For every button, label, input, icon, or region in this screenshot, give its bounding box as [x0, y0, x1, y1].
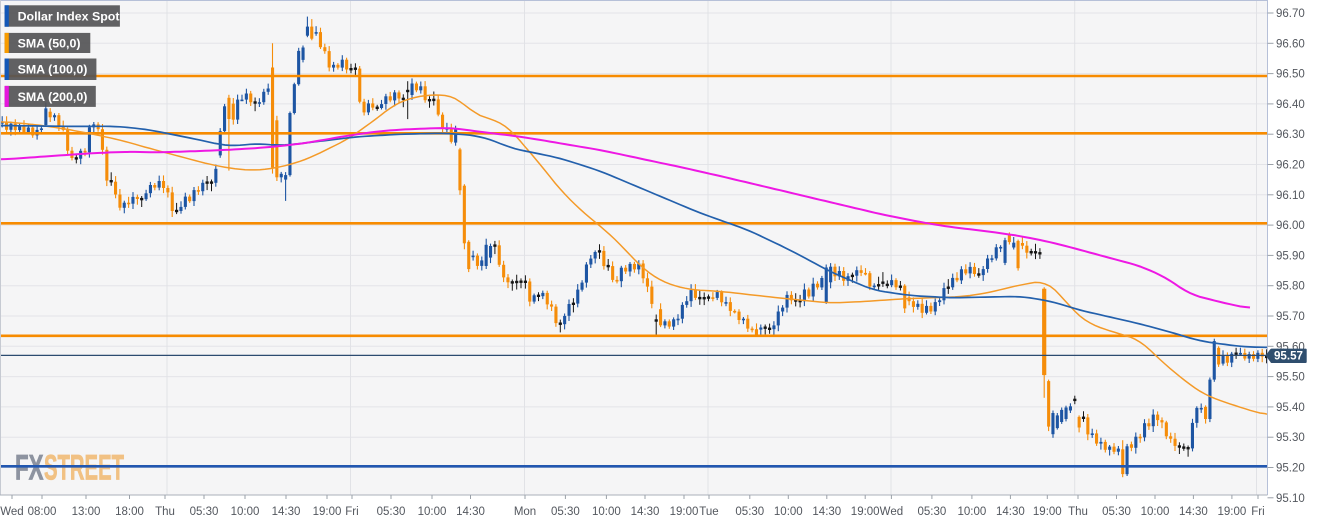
svg-text:19:00: 19:00 [313, 506, 342, 518]
svg-text:10:00: 10:00 [231, 506, 260, 518]
svg-text:95.80: 95.80 [1276, 281, 1305, 293]
svg-text:96.00: 96.00 [1276, 220, 1305, 232]
svg-text:19:00: 19:00 [670, 506, 699, 518]
svg-text:95.40: 95.40 [1276, 402, 1305, 414]
svg-text:96.50: 96.50 [1276, 69, 1305, 81]
svg-text:95.50: 95.50 [1276, 372, 1305, 384]
svg-text:SMA (100,0): SMA (100,0) [18, 63, 88, 77]
svg-text:14:30: 14:30 [456, 506, 485, 518]
svg-text:SMA (50,0): SMA (50,0) [18, 36, 81, 50]
svg-text:SMA (200,0): SMA (200,0) [18, 90, 88, 104]
svg-text:Mon: Mon [514, 506, 536, 518]
svg-text:14:30: 14:30 [272, 506, 301, 518]
svg-text:Tue: Tue [699, 506, 718, 518]
svg-text:05:30: 05:30 [918, 506, 947, 518]
svg-text:05:30: 05:30 [735, 506, 764, 518]
svg-text:13:00: 13:00 [72, 506, 101, 518]
svg-text:19:00: 19:00 [851, 506, 880, 518]
svg-text:Fri: Fri [1251, 506, 1264, 518]
svg-text:96.40: 96.40 [1276, 99, 1305, 111]
svg-text:19:00: 19:00 [1033, 506, 1062, 518]
svg-text:96.60: 96.60 [1276, 38, 1305, 50]
svg-text:10:00: 10:00 [1141, 506, 1170, 518]
svg-text:Thu: Thu [1068, 506, 1088, 518]
svg-text:95.90: 95.90 [1276, 250, 1305, 262]
svg-text:Dollar Index Spot: Dollar Index Spot [18, 10, 120, 24]
svg-text:96.20: 96.20 [1276, 160, 1305, 172]
svg-text:95.70: 95.70 [1276, 311, 1305, 323]
svg-text:95.57: 95.57 [1274, 350, 1303, 363]
svg-text:05:30: 05:30 [551, 506, 580, 518]
svg-text:10:00: 10:00 [418, 506, 447, 518]
svg-text:05:30: 05:30 [190, 506, 219, 518]
svg-text:14:30: 14:30 [631, 506, 660, 518]
svg-text:10:00: 10:00 [958, 506, 987, 518]
svg-text:08:00: 08:00 [28, 506, 57, 518]
svg-text:Thu: Thu [155, 506, 175, 518]
svg-text:Wed: Wed [0, 506, 23, 518]
svg-text:14:30: 14:30 [812, 506, 841, 518]
svg-text:Fri: Fri [345, 506, 358, 518]
svg-text:95.30: 95.30 [1276, 432, 1305, 444]
svg-text:10:00: 10:00 [774, 506, 803, 518]
svg-text:18:00: 18:00 [115, 506, 144, 518]
svg-text:05:30: 05:30 [1102, 506, 1131, 518]
svg-text:96.30: 96.30 [1276, 129, 1305, 141]
svg-text:95.10: 95.10 [1276, 493, 1305, 505]
svg-text:95.20: 95.20 [1276, 463, 1305, 475]
svg-text:96.10: 96.10 [1276, 190, 1305, 202]
svg-text:14:30: 14:30 [996, 506, 1025, 518]
svg-text:10:00: 10:00 [592, 506, 621, 518]
svg-text:14:30: 14:30 [1179, 506, 1208, 518]
svg-text:19:00: 19:00 [1218, 506, 1247, 518]
svg-text:Wed: Wed [880, 506, 903, 518]
svg-text:96.70: 96.70 [1276, 8, 1305, 20]
svg-text:05:30: 05:30 [377, 506, 406, 518]
